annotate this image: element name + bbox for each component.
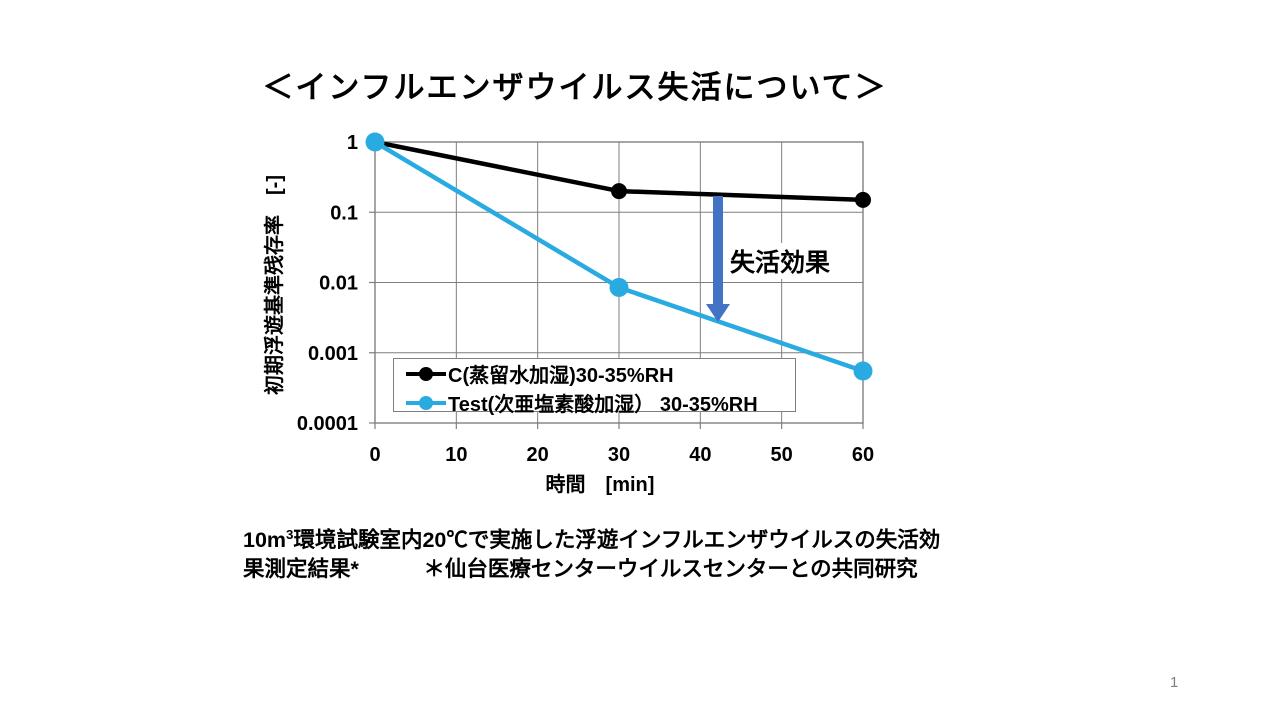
legend-dot-marker-test: [419, 395, 433, 410]
caption-line1-rest: 環境試験室内20℃で実施した浮遊インフルエンザウイルスの失活効: [293, 528, 941, 553]
caption-superscript: 3: [286, 527, 294, 542]
caption: 10m3環境試験室内20℃で実施した浮遊インフルエンザウイルスの失活効 果測定結…: [243, 520, 963, 584]
x-tick-label: 30: [608, 444, 630, 466]
x-tick-label: 10: [445, 444, 467, 466]
y-tick-label: 0.1: [330, 202, 358, 224]
x-tick-label: 0: [369, 444, 380, 466]
data-point-series-0: [611, 183, 627, 200]
y-tick-label: 0.01: [319, 273, 358, 295]
legend-item-control: C(蒸留水加湿)30-35%RH: [406, 359, 795, 388]
legend-line-marker-control: [406, 366, 446, 381]
chart-legend: C(蒸留水加湿)30-35%RH Test(次亜塩素酸加湿） 30-35%RH: [393, 358, 796, 416]
x-tick-label: 60: [852, 444, 874, 466]
annotation-label: 失活効果: [727, 243, 834, 279]
x-axis-label: 時間 [min]: [545, 474, 655, 496]
legend-label-control: C(蒸留水加湿)30-35%RH: [448, 365, 674, 387]
legend-dot-marker-control: [419, 366, 433, 381]
plot-frame: [374, 141, 864, 424]
legend-line-marker-test: [406, 395, 446, 410]
x-tick-label: 20: [527, 444, 549, 466]
caption-line2: 果測定結果* ＊仙台医療センターウイルスセンターとの共同研究: [243, 557, 918, 582]
legend-item-test: Test(次亜塩素酸加湿） 30-35%RH: [406, 388, 795, 417]
page-number: 1: [1170, 674, 1179, 691]
data-point-series-1: [609, 277, 629, 297]
caption-line1-prefix: 10m: [243, 528, 287, 553]
x-tick-label: 40: [689, 444, 711, 466]
y-tick-label: 0.001: [308, 343, 358, 365]
caption-line1: 10m3環境試験室内20℃で実施した浮遊インフルエンザウイルスの失活効: [243, 527, 941, 553]
down-arrow-icon: [706, 196, 730, 322]
y-tick-label: 0.0001: [297, 413, 358, 435]
y-tick-label: 1: [347, 132, 358, 154]
legend-label-test: Test(次亜塩素酸加湿） 30-35%RH: [448, 394, 758, 416]
data-point-series-1: [365, 132, 385, 152]
data-point-series-1: [853, 361, 873, 381]
x-tick-label: 50: [771, 444, 793, 466]
slide-title: ＜インフルエンザウイルス失活について＞: [262, 70, 888, 105]
data-point-series-0: [855, 191, 871, 208]
